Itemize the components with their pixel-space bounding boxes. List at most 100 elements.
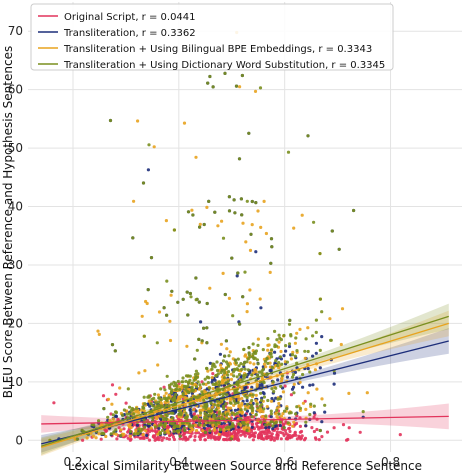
scatter-point-3 [111,417,115,421]
scatter-point-4 [159,387,163,391]
scatter-point-3 [169,293,173,297]
scatter-point-4 [189,295,193,299]
scatter-point-4 [183,384,187,388]
scatter-point-4 [203,377,207,381]
scatter-point-2 [135,423,140,427]
scatter-point-1 [210,434,214,438]
scatter-point-3 [220,380,224,384]
scatter-point-4 [233,401,237,405]
scatter-point-4 [233,358,237,362]
scatter-point-1 [312,429,316,434]
scatter-point-4 [155,341,159,345]
scatter-point-4 [208,74,212,79]
scatter-point-4 [236,271,240,275]
scatter-point-4 [224,360,229,364]
scatter-point-2 [199,320,203,324]
scatter-point-4 [231,424,235,428]
legend-series-name: Transliteration [63,28,135,39]
scatter-point-3 [137,411,141,415]
scatter-point-4 [125,412,129,416]
scatter-point-4 [169,382,174,386]
scatter-point-4 [114,410,118,415]
scatter-point-4 [97,419,101,423]
scatter-point-1 [283,384,287,388]
scatter-point-3 [119,428,123,432]
scatter-point-4 [323,403,327,407]
scatter-point-4 [295,405,299,409]
scatter-point-3 [339,342,343,347]
scatter-point-4 [217,383,221,387]
scatter-point-1 [198,437,202,441]
scatter-point-4 [243,367,247,371]
scatter-point-4 [352,208,356,213]
legend-series-name: Original Script [64,12,135,23]
scatter-point-4 [259,398,264,402]
scatter-point-2 [274,424,278,428]
scatter-point-3 [97,432,101,436]
scatter-point-4 [219,400,223,404]
scatter-point-1 [325,430,330,434]
scatter-point-4 [184,374,189,378]
scatter-point-4 [142,334,146,338]
scatter-point-3 [198,408,202,412]
scatter-point-2 [206,424,210,428]
scatter-point-4 [267,422,271,426]
scatter-point-4 [194,385,198,389]
scatter-point-2 [254,250,258,254]
scatter-point-2 [314,351,318,355]
scatter-point-2 [146,168,150,172]
x-ticks: 0.2 0.4 0.6 0.8 [63,455,400,469]
scatter-point-1 [246,416,250,420]
scatter-point-4 [264,414,268,418]
scatter-point-4 [257,370,262,374]
scatter-point-4 [194,369,198,373]
scatter-point-4 [153,392,157,396]
scatter-point-1 [269,438,273,442]
scatter-point-1 [314,437,318,441]
scatter-point-4 [254,412,258,417]
scatter-point-1 [251,438,255,442]
scatter-point-4 [312,404,316,408]
scatter-point-4 [279,338,283,342]
scatter-point-4 [206,420,210,425]
scatter-point-1 [211,372,215,376]
scatter-point-1 [214,437,218,441]
scatter-point-1 [341,423,346,427]
scatter-point-3 [259,225,263,229]
scatter-point-4 [203,430,208,434]
scatter-point-3 [168,319,172,323]
scatter-point-3 [219,363,223,367]
scatter-point-4 [250,398,254,403]
scatter-point-4 [244,373,248,377]
scatter-point-4 [245,199,249,203]
scatter-point-4 [314,330,318,334]
scatter-point-4 [164,413,168,417]
scatter-point-3 [164,219,168,223]
scatter-point-3 [155,415,159,419]
scatter-point-3 [253,89,258,93]
scatter-point-4 [153,406,157,410]
scatter-point-2 [269,415,273,419]
scatter-point-1 [128,438,132,442]
scatter-point-1 [225,438,229,442]
scatter-point-4 [222,368,226,372]
scatter-point-3 [190,426,194,430]
scatter-point-4 [102,432,106,436]
fit-lines [41,315,449,448]
scatter-point-1 [298,424,302,428]
scatter-point-4 [120,413,125,417]
scatter-point-4 [153,425,157,429]
scatter-point-4 [318,348,322,352]
scatter-point-4 [239,408,243,412]
fit-line-4 [41,315,449,447]
scatter-point-3 [201,429,205,433]
scatter-point-4 [147,395,151,399]
scatter-point-2 [262,392,266,396]
scatter-point-3 [193,382,197,386]
scatter-point-4 [204,403,208,407]
scatter-point-3 [182,121,187,125]
scatter-point-1 [172,437,176,442]
scatter-point-4 [222,407,226,411]
scatter-point-4 [119,433,123,438]
